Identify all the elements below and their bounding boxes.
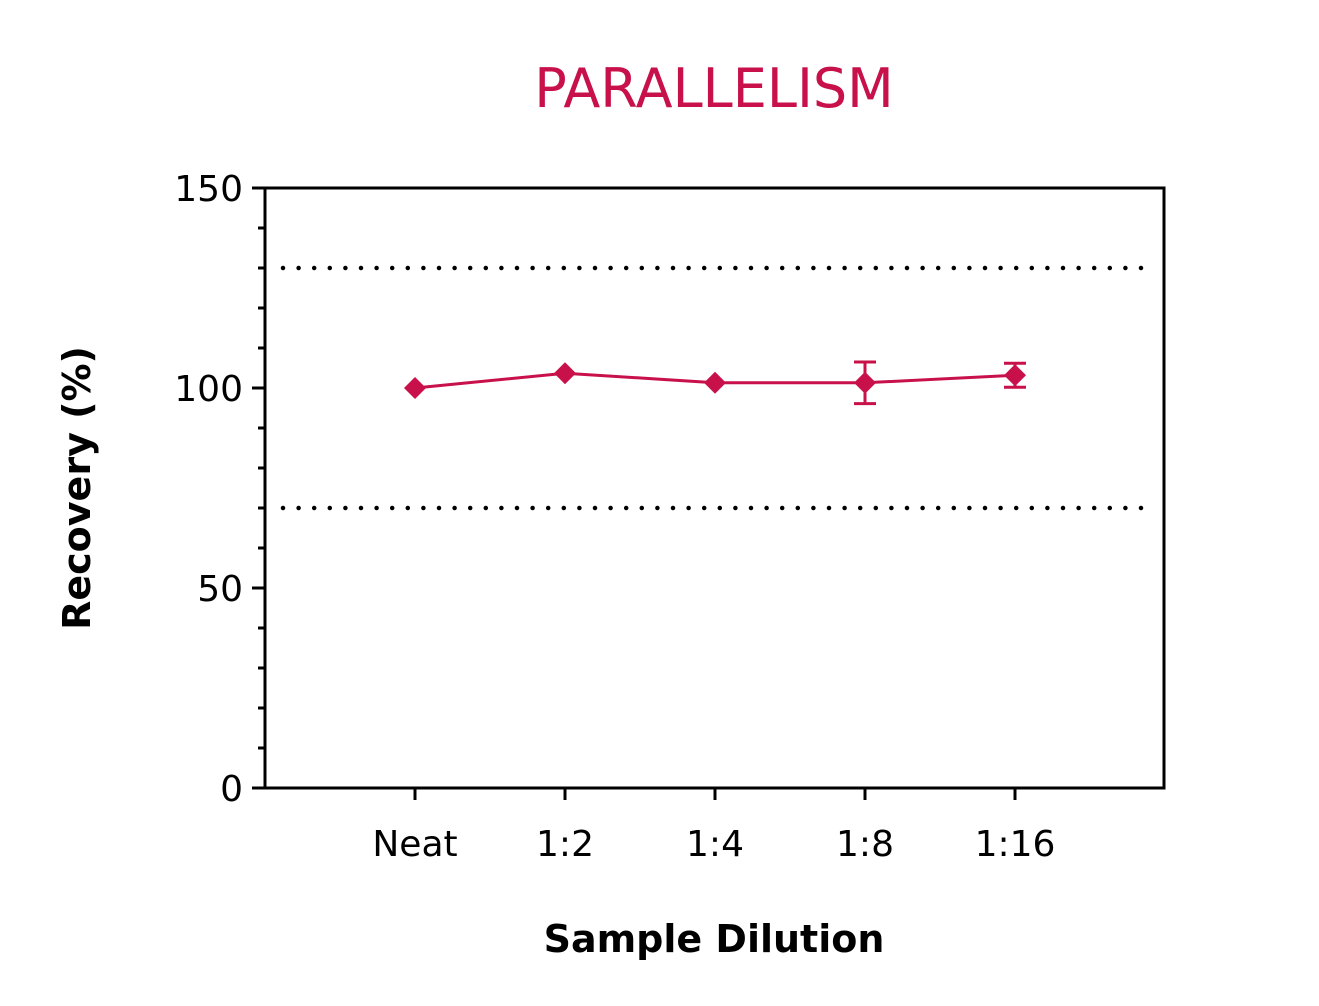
data-point [854,371,876,394]
y-tick-label: 100 [174,369,243,410]
x-axis: Neat 1:2 1:4 1:8 1:16 [372,788,1055,865]
data-series [404,360,1026,406]
reference-lines [280,265,1157,511]
data-point [704,371,726,394]
x-tick-label: Neat [372,824,457,865]
x-tick-label: 1:4 [686,824,744,865]
y-tick-label: 50 [197,569,243,610]
data-point [1004,364,1026,387]
y-tick-label: 0 [220,769,243,810]
x-axis-label: Sample Dilution [544,917,885,961]
y-tick-label: 150 [174,169,243,210]
data-point [554,362,576,385]
y-axis: 0 50 100 150 [174,169,265,810]
x-tick-label: 1:16 [975,824,1056,865]
y-axis-label: Recovery (%) [55,346,99,630]
x-tick-label: 1:8 [836,824,894,865]
x-tick-label: 1:2 [536,824,594,865]
plot-frame [263,186,1166,790]
data-point [404,377,426,399]
chart-title: PARALLELISM [534,57,894,120]
